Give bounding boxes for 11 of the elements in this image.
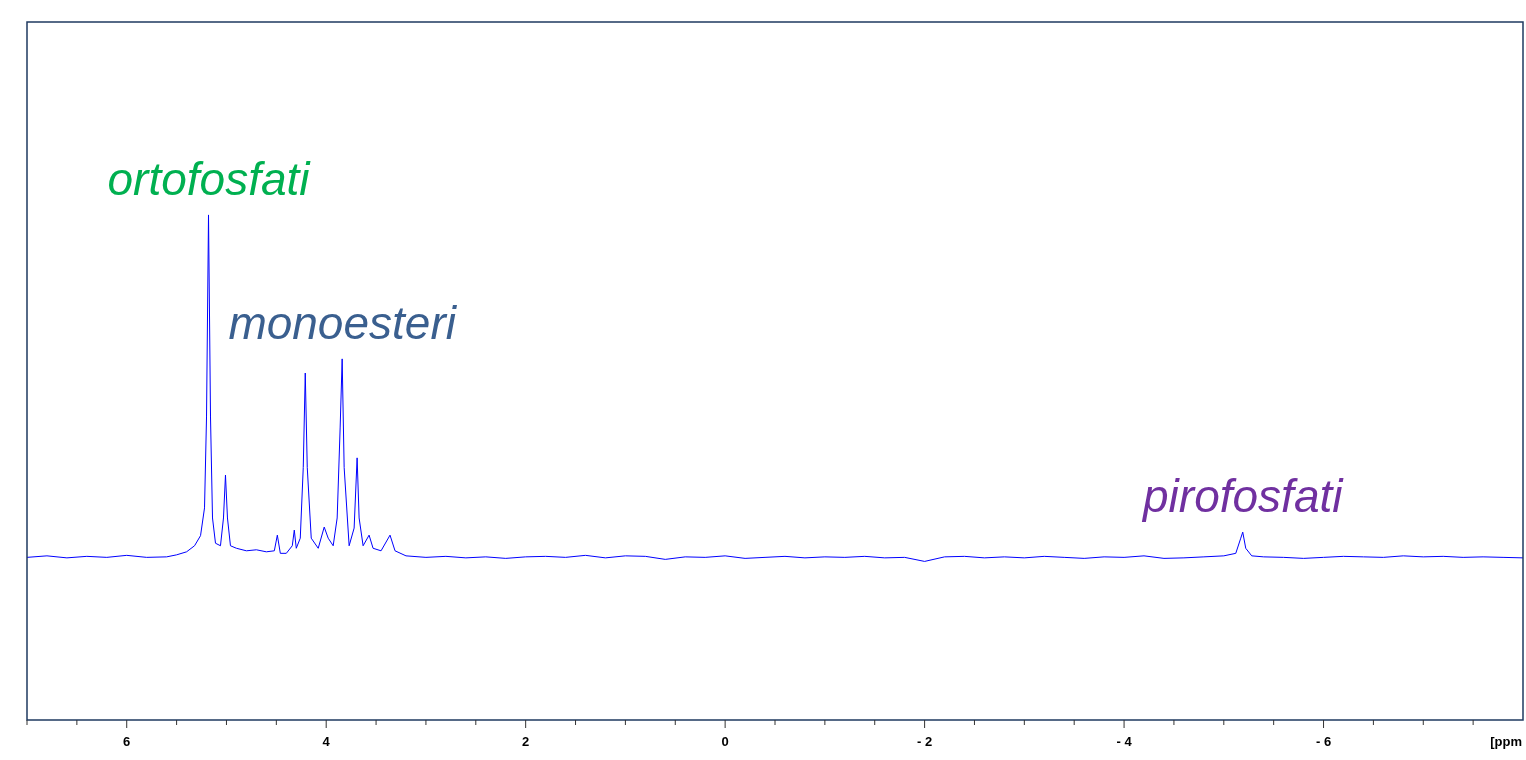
x-tick-label: 6 [123,734,131,750]
x-tick-label: 0 [721,734,729,750]
x-tick-label: 2 [522,734,530,750]
x-tick-label: - 4 [1116,734,1133,750]
x-tick-label: - 6 [1315,734,1332,750]
annotation: ortofosfati [107,152,312,205]
x-tick-label: 4 [322,734,331,750]
annotation: monoesteri [228,296,458,349]
x-axis-title: [ppm [1490,734,1522,750]
annotation: pirofosfati [1141,470,1345,523]
x-tick-label: - 2 [917,734,933,750]
